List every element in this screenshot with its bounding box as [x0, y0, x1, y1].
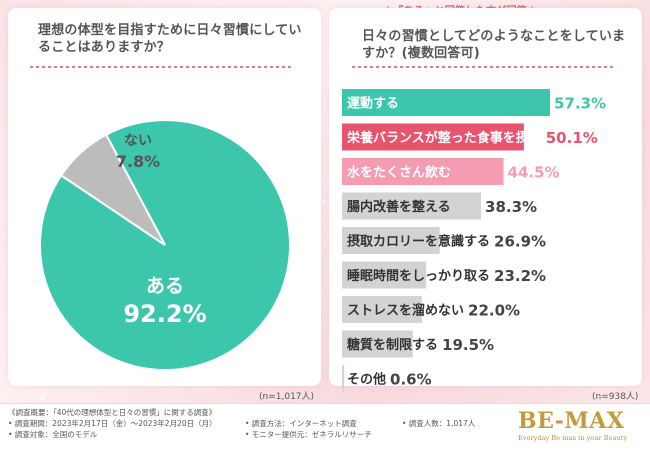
- bar-6: [342, 296, 422, 323]
- pie-label-0: ある: [146, 275, 184, 297]
- bar-3: [342, 192, 482, 220]
- bar-value-8: 0.6%: [390, 371, 432, 389]
- bar-7: [342, 330, 413, 358]
- survey-period: • 調査期間：2023年2月17日（金）〜2023年2月20日（月）: [8, 419, 217, 428]
- bar-1: [342, 123, 524, 151]
- bar-value-4: 26.9%: [494, 233, 546, 251]
- pie-chart: ある 92.2% ない 7.8%: [39, 119, 291, 371]
- brand-logo: BE-MAX: [518, 408, 625, 434]
- bar-chart: 運動する 57.3% 栄養バランスが整った食事を摂る 50.1% 水をたくさん飲む 44.…: [342, 89, 606, 392]
- bar-value-2: 44.5%: [508, 164, 560, 182]
- bar-5: [342, 261, 427, 289]
- bar-label-7: 糖質を制限する: [347, 337, 438, 353]
- pie-sample-size: (n=1,017人): [259, 392, 315, 402]
- survey-title: 《調査概要：「40代の理想体型と日々の習慣」に関する調査》: [8, 408, 217, 417]
- bar-8: [342, 365, 345, 392]
- bar-sample-size: (n=938人): [592, 392, 639, 402]
- bar-value-6: 22.0%: [468, 302, 520, 320]
- bar-value-5: 23.2%: [494, 267, 546, 285]
- bar-label-5: 睡眠時間をしっかり取る: [347, 268, 490, 284]
- survey-monitor: • モニター提供元：ゼネラルリサーチ: [245, 430, 372, 439]
- footer: [0, 403, 650, 451]
- pie-value-0: 92.2%: [123, 300, 206, 328]
- brand-tagline: Everyday Be max in your Beauty: [518, 434, 628, 442]
- bar-label-0: 運動する: [347, 96, 399, 112]
- bar-value-1: 50.1%: [546, 129, 598, 147]
- pie-title-underline: [30, 66, 292, 68]
- bar-question-title: 日々の習慣としてどのようなことをしていますか？(複数回答可): [362, 29, 626, 61]
- bar-0: [342, 89, 550, 116]
- bar-label-1: 栄養バランスが整った食事を摂る: [346, 130, 542, 146]
- pie-slice-1: [59, 133, 166, 246]
- pie-question-title: 理想の体型を目指すために日々習慣にしていることはありますか？: [38, 23, 302, 55]
- bar-title-underline: [352, 66, 614, 68]
- pie-label-1: ない: [124, 133, 152, 149]
- bar-value-3: 38.3%: [485, 198, 537, 216]
- bar-value-7: 19.5%: [442, 336, 494, 354]
- survey-method: • 調査方法：インターネット調査: [245, 419, 357, 428]
- survey-target: • 調査対象：全国のモデル: [8, 430, 98, 439]
- bar-label-8: その他: [347, 372, 386, 388]
- bar-2: [342, 158, 504, 185]
- bar-label-2: 水をたくさん飲む: [347, 165, 451, 181]
- bar-4: [342, 227, 440, 254]
- bar-label-3: 腸内改善を整える: [347, 199, 451, 215]
- survey-count: • 調査人数：1,017人: [402, 419, 476, 428]
- bar-value-0: 57.3%: [554, 95, 606, 113]
- bar-label-4: 摂取カロリーを意識する: [347, 234, 490, 250]
- pie-value-1: 7.8%: [116, 152, 160, 171]
- bar-label-6: ストレスを溜めない: [347, 303, 464, 319]
